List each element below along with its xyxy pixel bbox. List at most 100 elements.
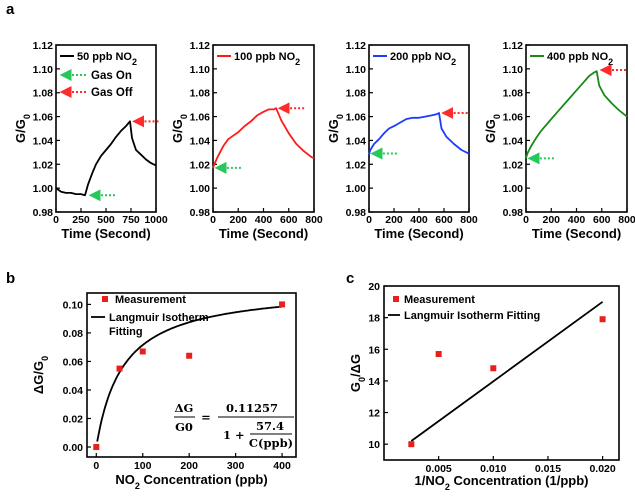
y-tick-label: 0.98 xyxy=(190,207,211,219)
x-axis-label-sub: 2 xyxy=(135,481,140,491)
x-tick-label: 800 xyxy=(460,214,478,226)
y-tick-label: 1.00 xyxy=(503,183,524,195)
y-tick-label: 0.98 xyxy=(346,207,367,219)
x-axis-label-text-end: Concentration (1/ppb) xyxy=(450,473,589,488)
y-tick-label: 1.04 xyxy=(346,135,367,147)
x-tick-label: 0 xyxy=(210,214,216,226)
y-axis-label-sub: 0 xyxy=(179,114,189,119)
y-tick-label: 1.06 xyxy=(190,112,211,124)
plot-frame xyxy=(368,44,470,213)
x-tick-label: 800 xyxy=(305,214,323,226)
eq-lhs-numerator: ΔG xyxy=(175,401,194,415)
y-tick-label: 0.98 xyxy=(503,207,524,219)
legend-label: 200 ppb NO2 xyxy=(390,51,456,67)
x-tick-label: 0 xyxy=(523,214,529,226)
x-tick-label: 0.005 xyxy=(426,463,452,475)
x-tick-label: 600 xyxy=(435,214,453,226)
eq-lhs-denominator: G0 xyxy=(175,420,193,434)
x-tick-label: 600 xyxy=(593,214,611,226)
y-tick-label: 1.04 xyxy=(503,135,524,147)
panel-label-c: c xyxy=(346,270,354,287)
chart-panel-a4: 0.98 1.00 1.02 1.04 1.06 1.08 1.10 1.12 0 200 400 6… xyxy=(483,40,635,241)
y-tick-label: 1.10 xyxy=(346,64,367,76)
legend-label: 50 ppb NO2 xyxy=(77,51,137,67)
measurement-point xyxy=(116,365,123,372)
y-tick-label: 1.00 xyxy=(346,183,367,195)
legend-label-text: 50 ppb NO xyxy=(77,51,132,63)
eq-inner-denominator: C(ppb) xyxy=(249,436,293,450)
y-axis-label-sub: 0 xyxy=(492,114,502,119)
legend-label-text: 200 ppb NO xyxy=(390,51,452,63)
y-tick-label: 0.08 xyxy=(63,328,84,340)
x-tick-label: 750 xyxy=(122,214,140,226)
measurement-point xyxy=(186,352,193,359)
series-line xyxy=(55,120,157,197)
x-tick-label: 500 xyxy=(97,214,115,226)
y-tick-label: 1.02 xyxy=(503,159,524,171)
x-tick-label: 0.010 xyxy=(480,463,506,475)
langmuir-equation: ΔG G0 = 0.11257 1 + 57.4 C(ppb) xyxy=(174,401,294,450)
y-tick-label: 10 xyxy=(368,439,380,451)
y-tick-label: 1.08 xyxy=(346,88,367,100)
x-axis-label-text-end: Concentration (ppb) xyxy=(140,472,268,487)
x-tick-label: 400 xyxy=(273,460,291,472)
x-tick-label: 400 xyxy=(255,214,273,226)
gas-off-label: Gas Off xyxy=(91,87,133,99)
y-tick-label: 1.10 xyxy=(190,64,211,76)
y-axis-label: G/G0 xyxy=(13,114,32,143)
legend-label-text: 100 ppb NO xyxy=(234,51,296,63)
measurement-point xyxy=(435,351,442,358)
measurement-point xyxy=(279,301,286,308)
legend-label: 100 ppb NO2 xyxy=(234,51,300,67)
plot-frame xyxy=(383,285,620,461)
y-tick-label: 1.08 xyxy=(190,88,211,100)
y-tick-label: 1.10 xyxy=(33,64,54,76)
measurement-point xyxy=(139,348,146,355)
x-tick-label: 200 xyxy=(229,214,247,226)
legend-label-fit: Langmuir Isotherm Fitting xyxy=(404,310,540,322)
legend-label-fit: Langmuir Isotherm xyxy=(109,312,209,324)
legend-marker xyxy=(102,296,108,302)
chart-panel-a2: 0.98 1.00 1.02 1.04 1.06 1.08 1.10 1.12 0 200 400 6… xyxy=(170,40,323,241)
x-axis-label-text: NO xyxy=(115,472,135,487)
x-tick-label: 400 xyxy=(568,214,586,226)
y-tick-label: 0.06 xyxy=(63,356,84,368)
y-axis-label-sub: 0 xyxy=(335,114,345,119)
x-tick-label: 100 xyxy=(134,460,152,472)
plot-frame xyxy=(525,44,628,213)
legend-label-text: 400 ppb NO xyxy=(547,51,609,63)
fit-curve xyxy=(96,305,283,442)
y-tick-label: 0.10 xyxy=(63,299,84,311)
x-axis-label: Time (Second) xyxy=(61,226,150,241)
y-axis-label-sub: 0 xyxy=(40,356,50,361)
y-tick-label: 14 xyxy=(368,376,380,388)
measurement-point xyxy=(490,365,497,372)
y-tick-label: 16 xyxy=(368,344,380,356)
x-axis-label: 1/NO2 Concentration (1/ppb) xyxy=(414,473,588,492)
y-tick-label: 1.04 xyxy=(33,135,54,147)
x-axis-label: Time (Second) xyxy=(219,226,308,241)
x-tick-label: 300 xyxy=(227,460,245,472)
x-tick-label: 1000 xyxy=(144,214,168,226)
y-axis-label: G0/ΔG xyxy=(348,354,367,392)
legend-label-sub: 2 xyxy=(608,57,613,67)
legend-label: 400 ppb NO2 xyxy=(547,51,613,67)
y-tick-label: 12 xyxy=(368,408,380,420)
y-axis-label-text: G/G xyxy=(483,119,498,143)
y-tick-label: 1.12 xyxy=(33,40,54,52)
eq-inner-numerator: 57.4 xyxy=(256,419,284,433)
y-tick-label: 1.00 xyxy=(33,183,54,195)
y-tick-label: 18 xyxy=(368,313,380,325)
x-axis-label: Time (Second) xyxy=(532,226,621,241)
legend-marker xyxy=(393,296,399,302)
measurement-point xyxy=(599,316,606,323)
eq-numerator: 0.11257 xyxy=(226,401,278,415)
x-tick-label: 200 xyxy=(385,214,403,226)
x-tick-label: 0.015 xyxy=(535,463,561,475)
y-tick-label: 1.06 xyxy=(503,112,524,124)
x-tick-label: 400 xyxy=(410,214,428,226)
y-tick-label: 1.04 xyxy=(190,135,211,147)
x-tick-label: 0 xyxy=(93,460,99,472)
